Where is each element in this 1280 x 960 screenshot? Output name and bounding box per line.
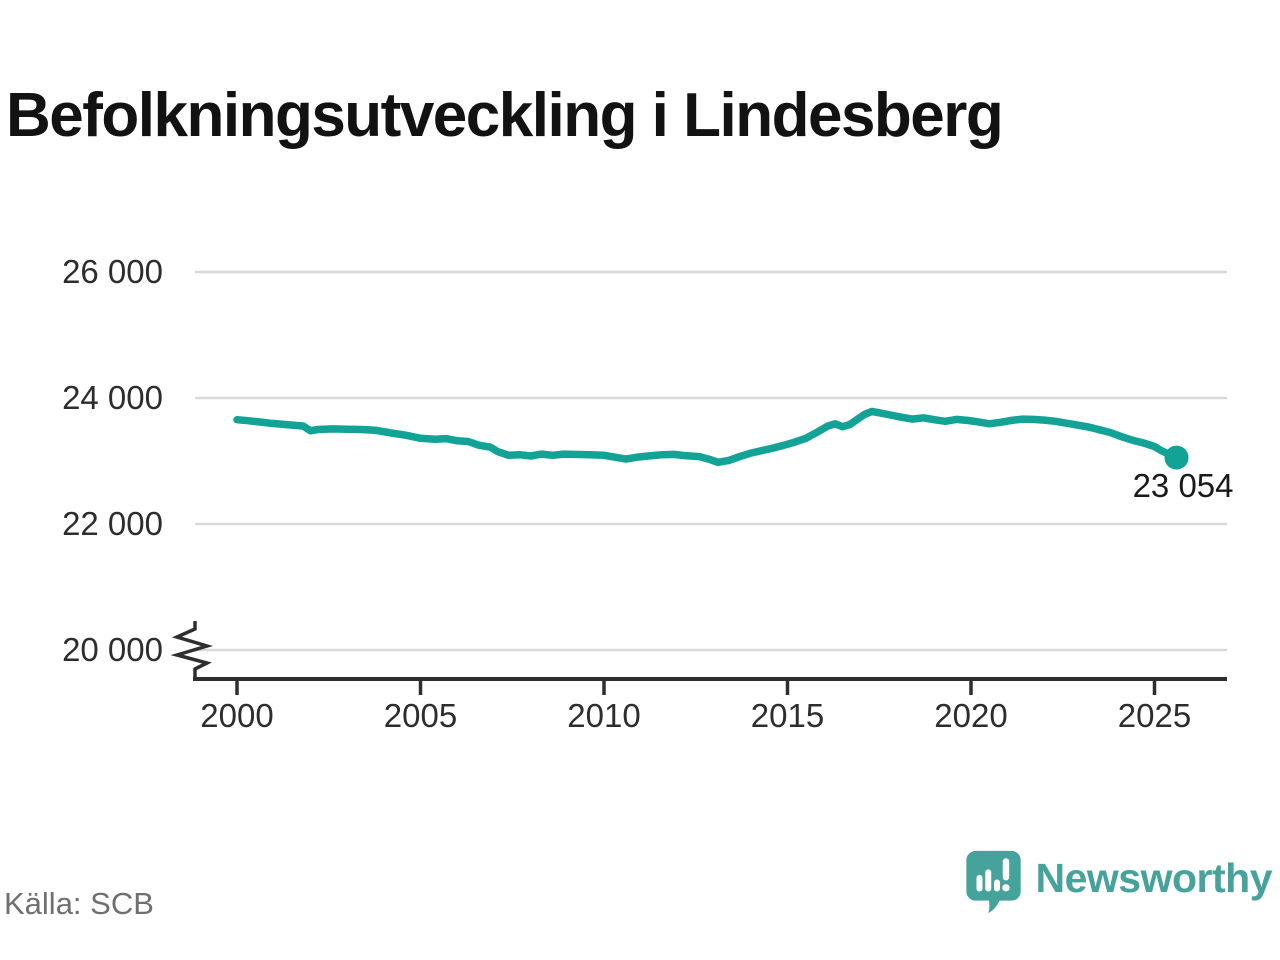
y-axis-break-icon xyxy=(170,621,214,679)
x-axis-tick-label: 2015 xyxy=(750,697,825,734)
end-value-label: 23 054 xyxy=(1132,466,1234,504)
x-axis-tick-label: 2010 xyxy=(567,697,641,734)
newsworthy-branding: Newsworthy xyxy=(965,848,1273,922)
x-axis-tick-label: 2000 xyxy=(200,697,274,734)
newsworthy-logo-icon xyxy=(965,850,1021,914)
x-axis-tick-label: 2020 xyxy=(934,697,1008,734)
population-series-line xyxy=(233,407,1181,467)
x-axis-tick-label: 2025 xyxy=(1117,697,1192,734)
y-axis-tick-label: 20 000 xyxy=(62,631,163,668)
x-axis-tick-label: 2005 xyxy=(383,697,458,734)
y-axis-tick-label: 26 000 xyxy=(62,253,163,290)
source-caption: Källa: SCB xyxy=(4,886,154,921)
newsworthy-wordmark: Newsworthy xyxy=(1035,854,1273,901)
y-axis-tick-label: 24 000 xyxy=(62,379,163,416)
chart-title: Befolkningsutveckling i Lindesberg xyxy=(6,80,1004,150)
series-end-dot xyxy=(1164,445,1189,470)
y-axis-tick-label: 22 000 xyxy=(62,505,163,542)
